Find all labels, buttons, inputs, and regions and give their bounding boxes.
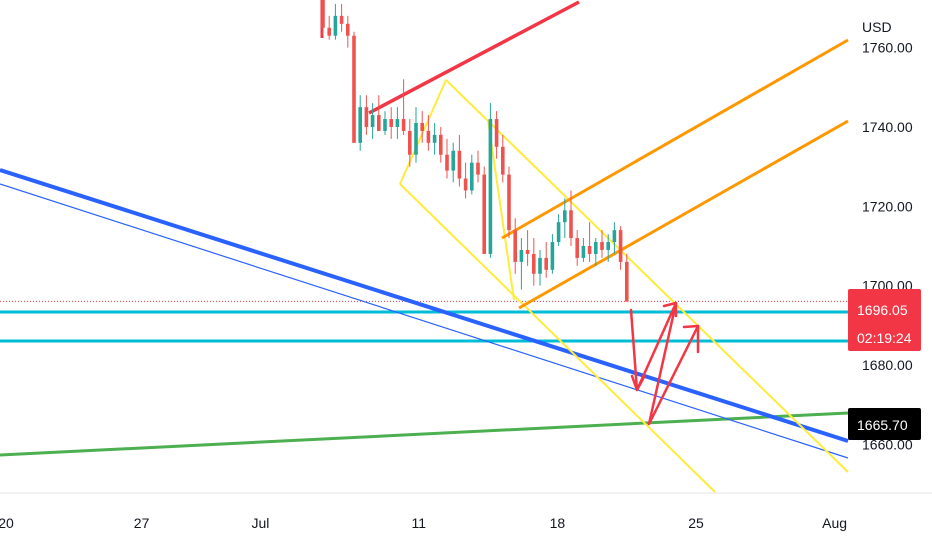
- candle-body: [569, 210, 573, 239]
- level-price-value: 1665.70: [857, 417, 908, 433]
- price-tick-label: 1680.00: [862, 357, 913, 373]
- candle-body: [507, 174, 511, 231]
- green-trendline[interactable]: [0, 411, 849, 457]
- time-tick-label: 25: [688, 515, 704, 531]
- candle-body: [339, 15, 344, 24]
- candle-body: [358, 107, 362, 143]
- candle-body: [606, 242, 610, 250]
- candle-body: [501, 146, 505, 175]
- orange-rising-channel[interactable]: [501, 38, 849, 310]
- candle-body: [550, 242, 555, 270]
- candle-body: [544, 257, 548, 270]
- level-price-tag: 1665.70: [848, 408, 921, 440]
- candle-body: [581, 246, 586, 258]
- candle-body: [525, 249, 530, 254]
- candle-body: [370, 115, 375, 127]
- candle-body: [463, 178, 468, 191]
- time-tick-label: 20: [0, 515, 14, 531]
- candle-body: [420, 123, 424, 131]
- candle-body: [408, 130, 412, 155]
- candle-body: [618, 230, 623, 262]
- candle-body: [383, 119, 387, 131]
- candle-body: [470, 162, 474, 191]
- time-tick-label: 27: [134, 515, 150, 531]
- candle-body: [476, 162, 480, 175]
- candle-body: [426, 130, 431, 143]
- projection-arrows: [629, 301, 700, 426]
- candle-body: [625, 261, 629, 302]
- time-tick-label: 11: [412, 515, 427, 531]
- price-tick-label: 1740.00: [862, 119, 913, 135]
- current-price-value: 1696.05: [857, 302, 908, 318]
- candle-body: [414, 123, 418, 155]
- candle-body: [451, 150, 455, 171]
- candle-body: [389, 119, 393, 127]
- candle-body: [563, 210, 567, 223]
- time-axis[interactable]: 20 27 Jul 11 18 25 Aug: [0, 515, 847, 531]
- price-tick-label: 1660.00: [862, 436, 913, 452]
- candle-body: [346, 23, 350, 36]
- blue-trendline-thin[interactable]: [0, 183, 849, 459]
- candle-body: [327, 27, 331, 36]
- candle-body: [333, 15, 338, 36]
- time-tick-label: Aug: [822, 515, 847, 531]
- candle-body: [488, 119, 493, 254]
- candle-body: [600, 242, 604, 250]
- candle-body: [377, 115, 381, 131]
- candlestick-series: [321, 0, 629, 302]
- time-tick-label: 18: [550, 515, 566, 531]
- candle-body: [494, 119, 499, 147]
- candle-body: [445, 154, 449, 171]
- time-tick-label: Jul: [251, 515, 269, 531]
- blue-trendline-thick[interactable]: [0, 168, 849, 443]
- candle-body: [401, 119, 406, 131]
- candle-body: [612, 230, 617, 243]
- candle-body: [532, 253, 536, 274]
- candle-body: [457, 150, 462, 179]
- candle-body: [439, 134, 443, 155]
- current-price-tag: 1696.05 02:19:24: [848, 289, 921, 351]
- candle-body: [513, 230, 517, 262]
- countdown-timer: 02:19:24: [857, 330, 912, 346]
- candle-body: [482, 174, 486, 254]
- candle-body: [594, 242, 598, 254]
- price-tick-label: 1720.00: [862, 198, 913, 214]
- candle-body: [321, 0, 325, 28]
- price-tick-label: 1760.00: [862, 40, 913, 56]
- currency-label: USD: [862, 19, 892, 35]
- candle-body: [519, 249, 524, 262]
- candle-body: [575, 238, 579, 258]
- candle-body: [556, 222, 561, 243]
- candle-body: [538, 257, 542, 274]
- candle-body: [395, 119, 400, 127]
- candle-body: [352, 35, 356, 143]
- candle-body: [432, 134, 437, 143]
- candle-body: [587, 246, 592, 254]
- candle-body: [364, 107, 369, 127]
- yellow-descending-channel[interactable]: [399, 79, 849, 493]
